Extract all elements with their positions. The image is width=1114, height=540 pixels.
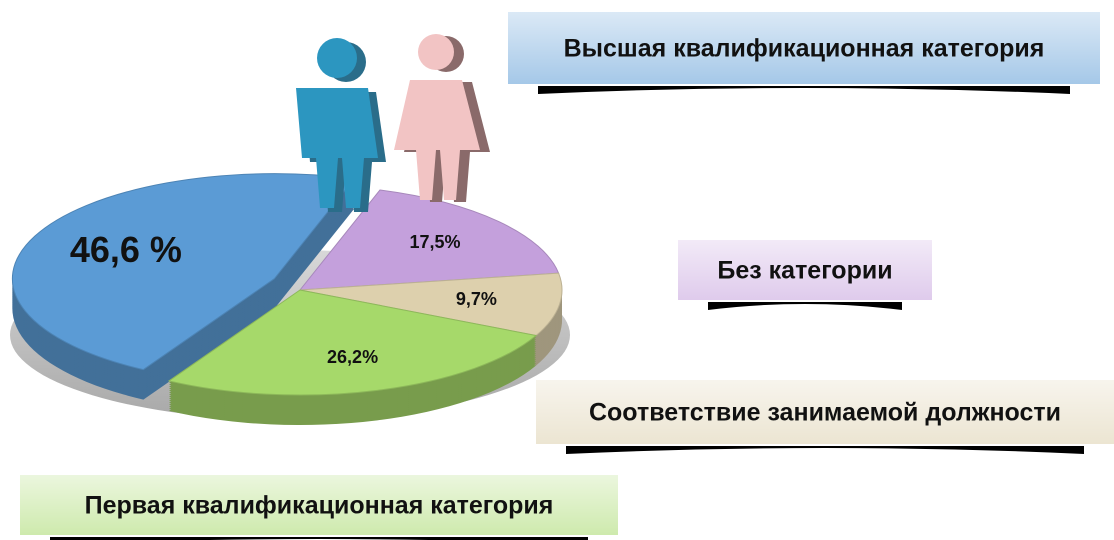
legend-box-gloss (678, 240, 932, 300)
pie-slice (299, 272, 563, 337)
value-label: 26,2% (327, 347, 378, 367)
value-label: 46,6 % (70, 229, 182, 270)
figures (296, 34, 490, 212)
legend-label: Соответствие занимаемой должности (589, 399, 1061, 427)
legend-box-gloss (508, 12, 1100, 84)
legend-shadow (538, 86, 1070, 94)
pie: 46,6 % 17,5% 9,7% 26,2% (11, 173, 563, 426)
pie-slice (11, 173, 356, 371)
value-label: 9,7% (456, 289, 497, 309)
value-label: 17,5% (409, 232, 460, 252)
legend: Высшая квалификационная категория Без кат… (20, 12, 1114, 540)
legend-shadow (566, 446, 1084, 454)
legend-label: Без категории (717, 257, 892, 285)
legend-label: Высшая квалификационная категория (564, 35, 1045, 63)
man-figure (296, 38, 386, 212)
legend-label: Первая квалификационная категория (85, 492, 554, 520)
legend-box-gloss (20, 475, 618, 535)
pie-slice (298, 189, 560, 291)
pie-slice (167, 289, 538, 396)
legend-shadow (708, 302, 902, 310)
legend-box-gloss (536, 380, 1114, 444)
woman-figure (394, 34, 490, 202)
legend-shadow (50, 537, 588, 540)
